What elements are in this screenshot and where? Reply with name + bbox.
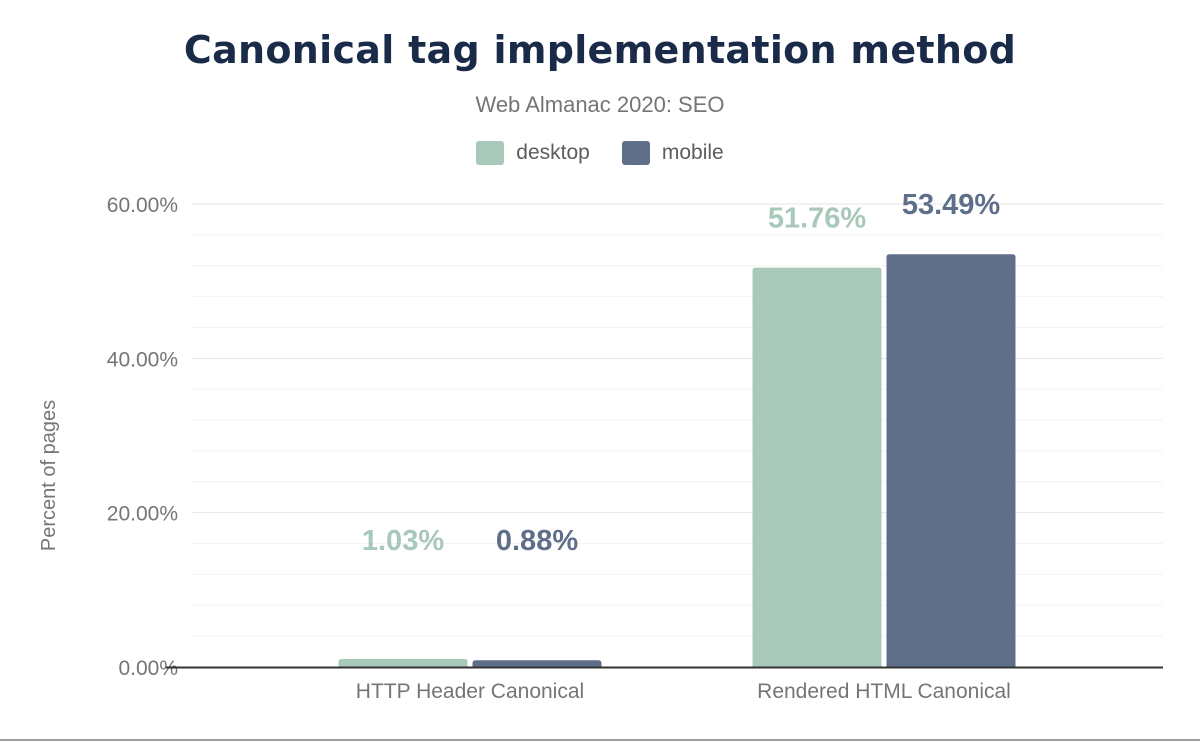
legend-label-mobile: mobile [661,141,724,164]
x-tick-label: HTTP Header Canonical [356,680,584,703]
y-tick-label: 40.00% [107,348,178,371]
bar-mobile [886,254,1016,667]
bar-desktop [752,267,882,667]
y-tick-label: 0.00% [118,657,178,680]
chart-subtitle: Web Almanac 2020: SEO [475,92,725,117]
data-label-mobile: 53.49% [902,189,1001,221]
chart-title: Canonical tag implementation method [183,28,1017,72]
legend: desktop mobile [0,141,1200,165]
y-axis-title: Percent of pages [38,400,60,551]
legend-swatch-mobile [621,141,650,165]
legend-item-mobile[interactable]: mobile [621,141,724,165]
legend-label-desktop: desktop [516,141,590,164]
bar-desktop [338,659,468,667]
data-label-desktop: 1.03% [362,525,444,557]
y-tick-label: 60.00% [107,194,178,217]
y-tick-label: 20.00% [107,503,178,526]
bottom-divider [0,739,1200,741]
legend-swatch-desktop [476,141,505,165]
data-label-mobile: 0.88% [496,525,578,557]
data-label-desktop: 51.76% [768,203,867,235]
x-tick-label: Rendered HTML Canonical [757,680,1011,703]
legend-item-desktop[interactable]: desktop [476,141,590,165]
bar-mobile [472,660,602,667]
